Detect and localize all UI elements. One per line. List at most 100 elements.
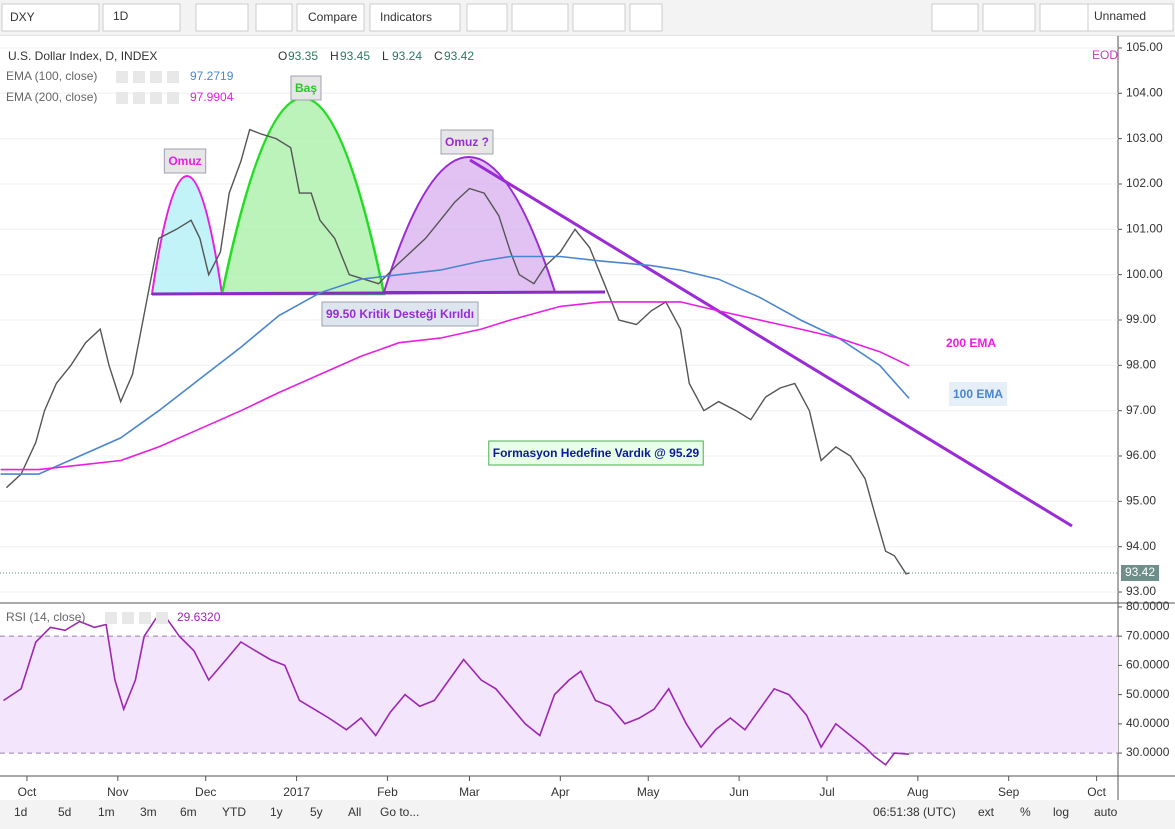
- chart-title: U.S. Dollar Index, D, INDEX: [8, 49, 157, 63]
- y-tick-label: 60.0000: [1126, 658, 1170, 672]
- indicators: Indicators: [380, 10, 432, 24]
- x-tick-label: Nov: [107, 785, 128, 799]
- trendline: [469, 158, 1073, 528]
- ohlc-value: 93.35: [288, 49, 318, 63]
- compare-button[interactable]: [296, 3, 365, 32]
- range-button[interactable]: All: [348, 805, 361, 819]
- y-tick-label: 80.0000: [1126, 599, 1170, 613]
- y-tick-label: 101.00: [1126, 221, 1163, 235]
- x-tick-label: Apr: [551, 785, 570, 799]
- snapshot-button[interactable]: [931, 3, 979, 32]
- indicators-button[interactable]: [369, 3, 461, 32]
- y-tick-label: 105.00: [1126, 40, 1163, 54]
- legend-icon: [133, 71, 145, 83]
- legend-value: 97.9904: [190, 90, 234, 104]
- range-button[interactable]: 1m: [98, 805, 115, 819]
- last-price-box: [1121, 564, 1159, 581]
- range-button[interactable]: 3m: [140, 805, 157, 819]
- compare: Compare: [308, 10, 358, 24]
- ohlc-value: 93.42: [444, 49, 474, 63]
- annotation: 200 EMA: [946, 336, 996, 350]
- y-tick-label: 50.0000: [1126, 687, 1170, 701]
- series-line: [0, 301, 910, 471]
- x-tick-label: Feb: [377, 785, 398, 799]
- legend-icon: [116, 92, 128, 104]
- layout-button[interactable]: [1087, 3, 1174, 32]
- y-tick-label: 100.00: [1126, 267, 1163, 281]
- annotation-box: [290, 75, 322, 101]
- series-line: [0, 255, 910, 475]
- scale-option[interactable]: log: [1053, 805, 1069, 819]
- x-tick-label: Dec: [195, 785, 216, 799]
- y-tick-label: 94.00: [1126, 539, 1156, 553]
- x-tick-label: Oct: [18, 785, 37, 799]
- annotation-box: [941, 331, 1001, 355]
- range-button[interactable]: 6m: [180, 805, 197, 819]
- y-tick-label: 103.00: [1126, 131, 1163, 145]
- ohlc-letter: O: [278, 49, 287, 63]
- y-tick-label: 102.00: [1126, 176, 1163, 190]
- load-button[interactable]: [982, 3, 1036, 32]
- layout-name: Unnamed: [1094, 9, 1146, 23]
- settings-button[interactable]: [255, 3, 293, 32]
- annotation: Omuz ?: [445, 135, 489, 149]
- range-button[interactable]: YTD: [222, 805, 246, 819]
- symbol: DXY: [10, 10, 35, 24]
- y-tick-label: 70.0000: [1126, 628, 1170, 642]
- range-button[interactable]: 1d: [14, 805, 27, 819]
- neckline: [151, 290, 606, 296]
- y-tick-label: 95.00: [1126, 494, 1156, 508]
- legend-icon: [150, 92, 162, 104]
- range-button[interactable]: 1y: [270, 805, 283, 819]
- series-line: [3, 614, 910, 766]
- annotation-box: [440, 129, 494, 155]
- scale-option[interactable]: ext: [978, 805, 995, 819]
- x-tick-label: May: [637, 785, 660, 799]
- x-tick-label: Aug: [907, 785, 928, 799]
- legend-icon: [116, 71, 128, 83]
- rsi-title: RSI (14, close): [6, 610, 85, 624]
- legend-icon: [133, 92, 145, 104]
- goto-button[interactable]: Go to...: [380, 805, 419, 819]
- series-line: [5, 128, 910, 575]
- symbol-box[interactable]: [1, 3, 100, 32]
- range-button[interactable]: 5y: [310, 805, 323, 819]
- y-tick-label: 97.00: [1126, 403, 1156, 417]
- y-tick-label: 99.00: [1126, 312, 1156, 326]
- bottom-bar: [0, 800, 1175, 829]
- interval-box[interactable]: [102, 3, 181, 32]
- annotation: Formasyon Hedefine Vardık @ 95.29: [493, 446, 700, 460]
- last-price-label: 93.42: [1125, 565, 1155, 579]
- rsi-band: [0, 636, 1118, 754]
- legend-name: EMA (100, close): [6, 69, 97, 83]
- x-tick-label: 2017: [283, 785, 310, 799]
- fullscreen-button[interactable]: [629, 3, 663, 32]
- y-tick-label: 104.00: [1126, 85, 1163, 99]
- ohlc-value: 93.45: [340, 49, 370, 63]
- scale-option[interactable]: auto: [1094, 805, 1118, 819]
- annotation: 100 EMA: [953, 387, 1003, 401]
- legend-value: 97.2719: [190, 69, 234, 83]
- y-tick-label: 96.00: [1126, 448, 1156, 462]
- ohlc-letter: L: [382, 49, 389, 63]
- ohlc-value: 93.24: [392, 49, 422, 63]
- legend-icon: [156, 612, 168, 624]
- x-tick-label: Sep: [998, 785, 1020, 799]
- annotation-box: [163, 148, 207, 174]
- scale-option[interactable]: %: [1020, 805, 1031, 819]
- y-tick-label: 30.0000: [1126, 745, 1170, 759]
- legend-icon: [150, 71, 162, 83]
- chart-style-button[interactable]: [195, 3, 249, 32]
- range-button[interactable]: 5d: [58, 805, 71, 819]
- x-tick-label: Jul: [819, 785, 834, 799]
- annotation: 99.50 Kritik Desteği Kırıldı: [326, 307, 474, 321]
- legend-icon: [167, 92, 179, 104]
- y-tick-label: 40.0000: [1126, 716, 1170, 730]
- annotation-box: [948, 382, 1008, 406]
- save-button[interactable]: [1039, 3, 1089, 32]
- undo-redo[interactable]: [572, 3, 626, 32]
- alert-button[interactable]: [466, 3, 508, 32]
- legend-icon: [167, 71, 179, 83]
- ideas-button[interactable]: [511, 3, 569, 32]
